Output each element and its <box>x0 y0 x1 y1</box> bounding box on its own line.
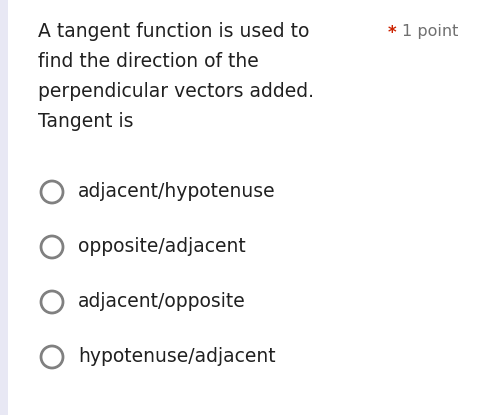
Text: A tangent function is used to: A tangent function is used to <box>38 22 310 41</box>
Text: find the direction of the: find the direction of the <box>38 52 259 71</box>
Text: adjacent/hypotenuse: adjacent/hypotenuse <box>78 181 276 200</box>
Text: adjacent/opposite: adjacent/opposite <box>78 291 246 310</box>
Text: hypotenuse/adjacent: hypotenuse/adjacent <box>78 347 276 366</box>
Bar <box>0 0 8 415</box>
Circle shape <box>41 181 63 203</box>
Text: opposite/adjacent: opposite/adjacent <box>78 237 246 256</box>
Circle shape <box>41 236 63 258</box>
Text: *: * <box>388 24 397 42</box>
Text: perpendicular vectors added.: perpendicular vectors added. <box>38 82 314 101</box>
Circle shape <box>41 346 63 368</box>
Text: Tangent is: Tangent is <box>38 112 133 131</box>
Circle shape <box>41 291 63 313</box>
Text: 1 point: 1 point <box>402 24 458 39</box>
